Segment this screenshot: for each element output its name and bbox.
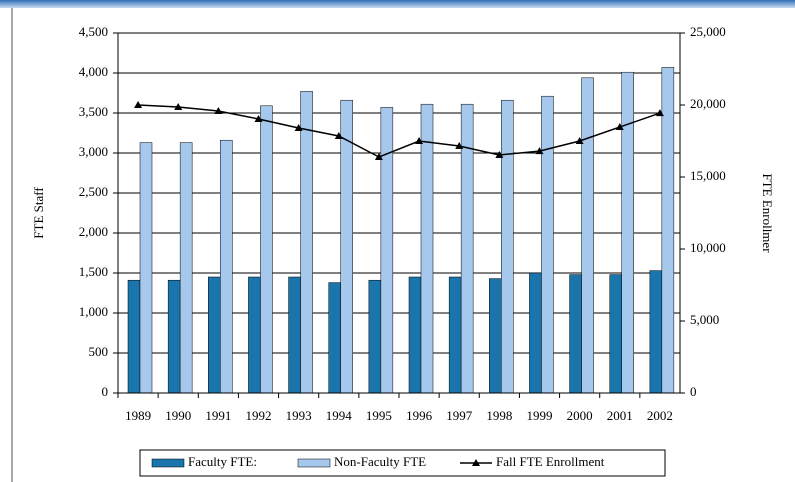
y-tick-label: 2,000 <box>79 224 108 239</box>
bar <box>529 272 542 394</box>
bar <box>179 142 193 394</box>
bar <box>220 139 233 394</box>
bar <box>139 142 153 394</box>
y-axis-label: FTE Staff <box>31 187 46 239</box>
bar <box>541 95 554 394</box>
legend-label: Faculty FTE: <box>188 454 257 469</box>
legend-marker <box>472 459 480 466</box>
x-tick-label: 1996 <box>406 408 433 423</box>
marker <box>254 114 263 122</box>
bar <box>489 278 502 394</box>
y2-tick-label: 15,000 <box>690 168 726 183</box>
bar <box>248 276 261 394</box>
y2-tick-label: 10,000 <box>690 240 726 255</box>
bar <box>420 103 434 394</box>
marker <box>214 107 223 115</box>
bar <box>127 279 141 394</box>
y-tick-label: 3,000 <box>79 144 108 159</box>
legend-label: Fall FTE Enrollment <box>496 454 605 469</box>
y-tick-label: 2,500 <box>79 184 108 199</box>
y-tick-label: 1,000 <box>79 304 108 319</box>
bar <box>208 276 221 394</box>
marker <box>535 147 544 155</box>
x-tick-label: 1992 <box>246 408 272 423</box>
y2-tick-label: 20,000 <box>690 96 726 111</box>
bar <box>649 270 663 394</box>
y2-axis-label: FTE Enrollmer <box>760 173 775 253</box>
y2-tick-label: 0 <box>690 384 697 399</box>
marker <box>334 131 343 139</box>
bar <box>448 276 462 394</box>
bar <box>167 279 181 394</box>
bar <box>328 282 341 394</box>
marker <box>174 103 183 111</box>
x-tick-label: 1989 <box>125 408 151 423</box>
line <box>138 104 661 158</box>
x-tick-label: 1993 <box>286 408 312 423</box>
bar <box>340 99 353 394</box>
y-tick-label: 500 <box>89 344 109 359</box>
bar <box>368 279 382 394</box>
marker <box>134 101 143 108</box>
marker <box>415 137 424 144</box>
y-tick-label: 3,500 <box>79 104 108 119</box>
y-tick-label: 4,500 <box>79 24 108 39</box>
legend <box>139 449 666 477</box>
x-tick-label: 1998 <box>486 408 512 423</box>
y2-tick-label: 5,000 <box>690 312 719 327</box>
bar <box>300 91 313 394</box>
bar <box>380 107 394 394</box>
bar <box>569 274 582 394</box>
x-tick-label: 2002 <box>647 408 673 423</box>
x-tick-label: 1995 <box>366 408 392 423</box>
marker <box>655 109 664 117</box>
legend-label: Non-Faculty FTE <box>334 454 426 469</box>
bar <box>288 276 301 394</box>
bar <box>621 71 634 394</box>
y2-tick-label: 25,000 <box>690 24 726 39</box>
x-tick-label: 1997 <box>446 408 473 423</box>
marker <box>495 150 504 158</box>
marker <box>294 124 303 132</box>
x-tick-label: 1991 <box>205 408 231 423</box>
bar <box>501 99 514 394</box>
x-tick-label: 2001 <box>607 408 633 423</box>
legend-swatch <box>297 458 331 468</box>
marker <box>575 137 584 144</box>
marker <box>455 142 464 150</box>
x-tick-label: 1999 <box>527 408 553 423</box>
bar <box>581 77 594 394</box>
marker <box>615 123 624 131</box>
header-band <box>0 0 795 8</box>
legend-swatch <box>151 458 185 468</box>
bar <box>609 274 622 394</box>
bar <box>260 105 273 394</box>
y-tick-label: 4,000 <box>79 64 108 79</box>
y-tick-label: 1,500 <box>79 264 108 279</box>
x-tick-label: 1994 <box>326 408 353 423</box>
bar <box>661 67 675 394</box>
x-tick-label: 1990 <box>165 408 191 423</box>
x-tick-label: 2000 <box>567 408 593 423</box>
bar <box>408 276 422 394</box>
marker <box>374 152 383 160</box>
y-tick-label: 0 <box>102 384 109 399</box>
